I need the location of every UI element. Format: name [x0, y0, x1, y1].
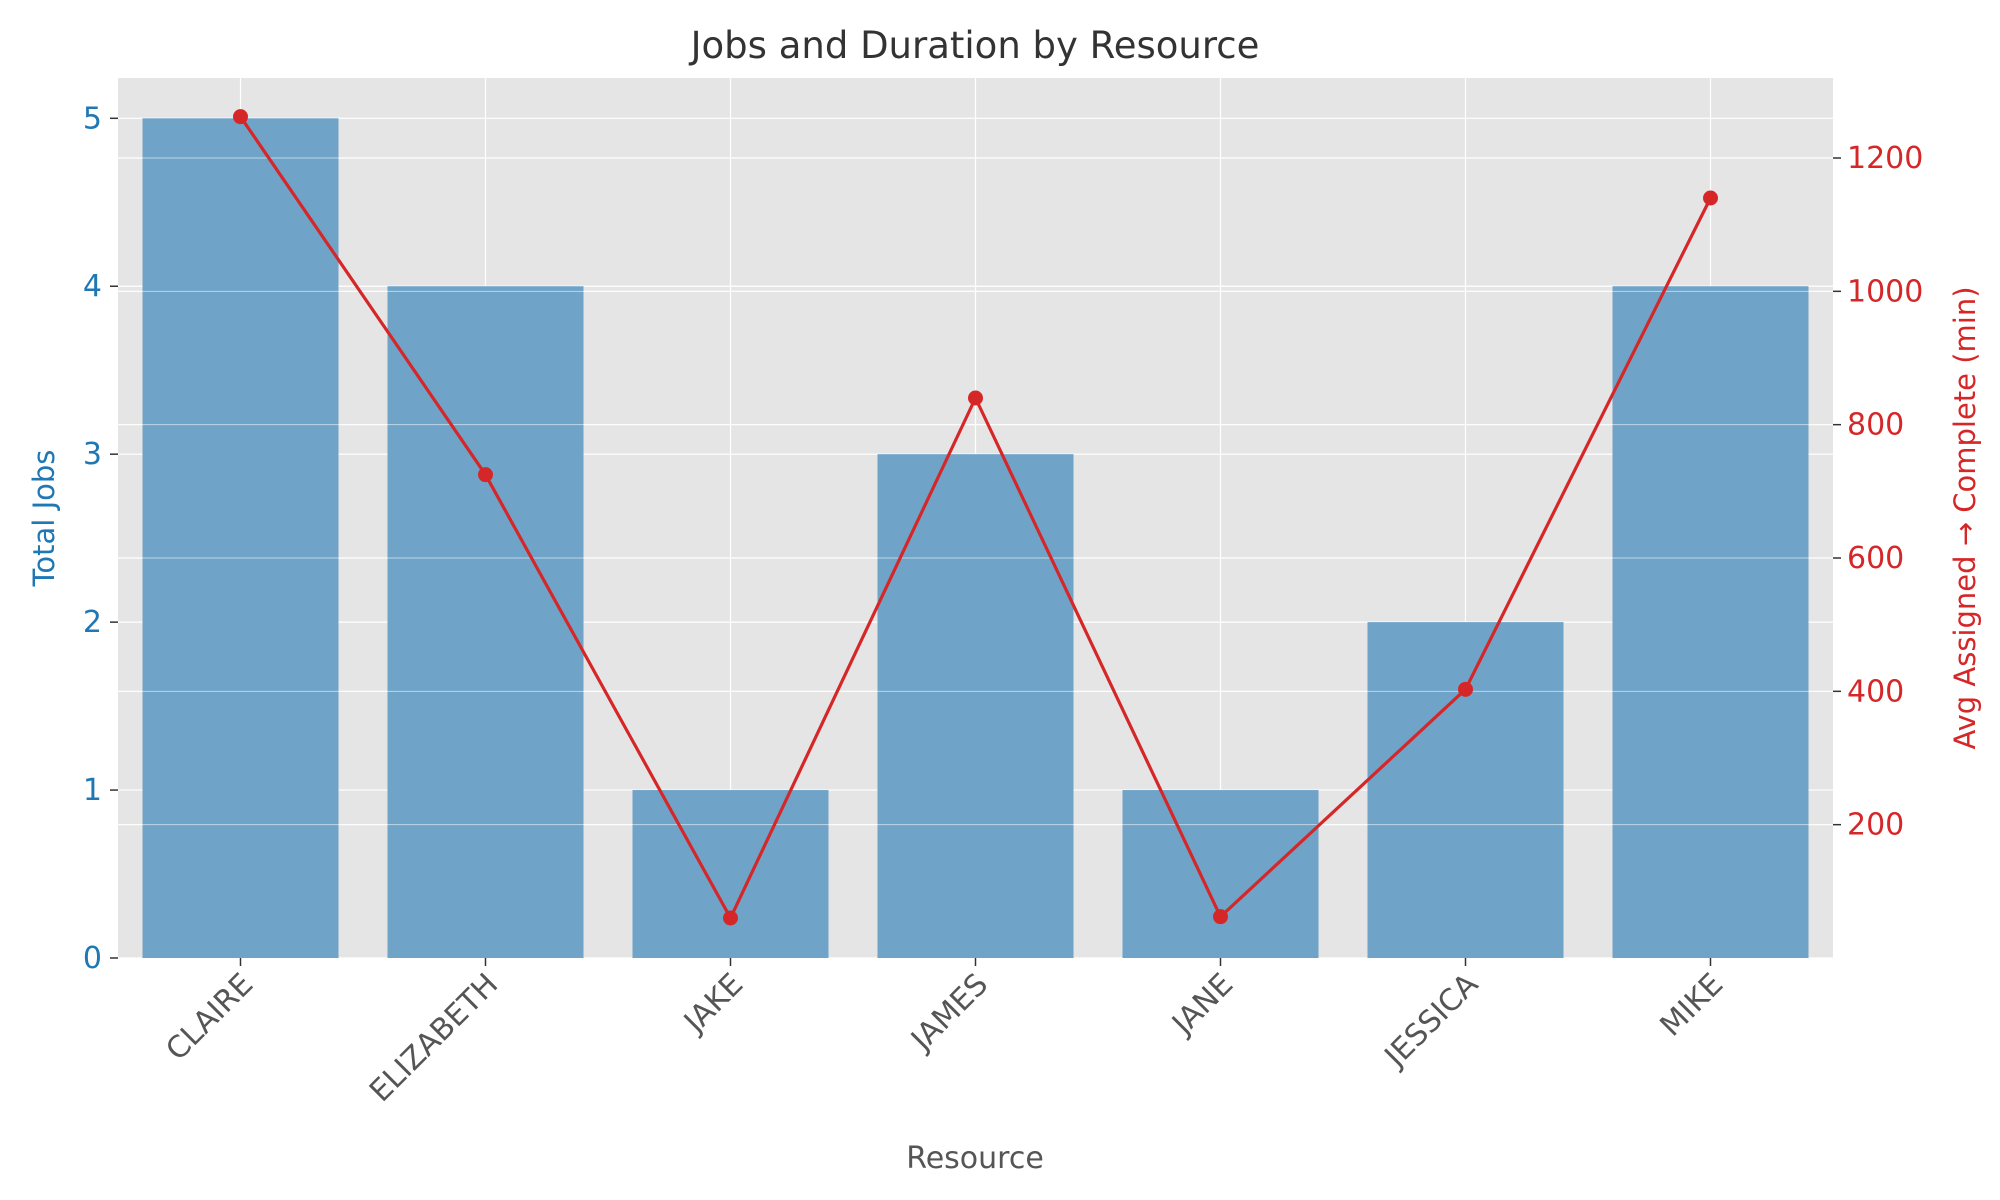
- left-tick-label: 3: [83, 437, 102, 472]
- right-tick-label: 200: [1847, 808, 1904, 843]
- left-tick-label: 5: [83, 101, 102, 136]
- line-point: [968, 390, 983, 406]
- bar: [1122, 790, 1319, 958]
- x-tick-label: JESSICA: [1377, 967, 1486, 1076]
- x-tick-label: CLAIRE: [159, 967, 260, 1068]
- line-layer: [233, 109, 1718, 926]
- x-tick-label: MIKE: [1654, 967, 1731, 1044]
- bar: [632, 790, 829, 958]
- line-point: [1703, 190, 1718, 206]
- right-tick-label: 1200: [1847, 141, 1923, 176]
- chart-title: Jobs and Duration by Resource: [689, 24, 1260, 67]
- right-tick-label: 400: [1847, 674, 1904, 709]
- left-tick-label: 1: [83, 773, 102, 808]
- x-tick-label: ELIZABETH: [363, 967, 505, 1109]
- right-tick-label: 1000: [1847, 274, 1923, 309]
- right-tick-label: 800: [1847, 408, 1904, 443]
- bar: [1367, 622, 1564, 958]
- x-axis-ticks: CLAIRE ELIZABETH JAKE JAMES JANE JESSICA MIKE: [159, 958, 1730, 1109]
- x-axis-label: Resource: [906, 1141, 1044, 1176]
- line-point: [478, 467, 493, 483]
- line-point: [1213, 909, 1228, 925]
- left-axis-label: Total Jobs: [27, 450, 61, 588]
- bars-layer: [118, 118, 1833, 958]
- bar: [1612, 286, 1809, 958]
- right-axis-ticks: 200 400 600 800 1000 1200: [1833, 141, 1923, 843]
- bar: [387, 286, 584, 958]
- bar: [877, 454, 1074, 958]
- line-point: [723, 910, 738, 926]
- x-tick-label: JAMES: [903, 967, 995, 1059]
- line-point: [1458, 681, 1473, 697]
- right-axis-label: Avg Assigned → Complete (min): [1948, 286, 1982, 749]
- bar: [142, 118, 339, 958]
- left-tick-label: 4: [83, 269, 102, 304]
- line-point: [233, 109, 248, 125]
- right-tick-label: 600: [1847, 541, 1904, 576]
- x-tick-label: JAKE: [676, 967, 750, 1041]
- left-tick-label: 0: [83, 941, 102, 976]
- left-tick-label: 2: [83, 605, 102, 640]
- x-tick-label: JANE: [1164, 967, 1240, 1043]
- left-axis-ticks: 0 1 2 3 4 5: [83, 101, 118, 976]
